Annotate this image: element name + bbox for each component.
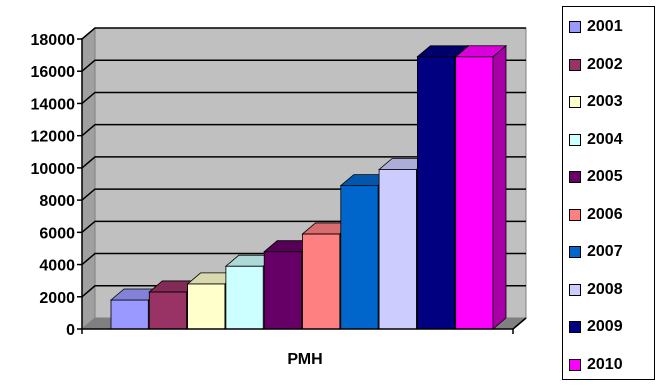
gridline (81, 59, 526, 72)
y-tick-label: 18000 (31, 32, 76, 49)
y-tick-label: 14000 (31, 96, 76, 113)
y-tick-label: 10000 (31, 161, 76, 178)
legend-swatch (569, 58, 581, 71)
legend-label: 2004 (587, 130, 623, 148)
axes (81, 38, 527, 334)
bar-top (416, 45, 469, 58)
legend-swatch (569, 171, 581, 183)
bar-front (225, 265, 264, 330)
gridline (81, 27, 526, 40)
legend-swatch (569, 321, 581, 333)
legend-item-2001: 2001 (569, 17, 623, 37)
bar-front (455, 56, 494, 330)
bar-side (492, 44, 507, 330)
side-wall (81, 26, 96, 331)
bar-front (378, 169, 417, 330)
y-tick-label: 8000 (39, 193, 75, 210)
y-tick-labels: 0 2000 4000 6000 8000 10000 12000 14000 16000 180… (31, 32, 82, 339)
legend-item-2005: 2005 (569, 167, 623, 187)
bar-front (148, 291, 188, 330)
legend-swatch (569, 21, 581, 33)
bar-front (110, 299, 149, 330)
y-tick-label: 4000 (39, 258, 75, 275)
legend-item-2007: 2007 (569, 242, 623, 262)
legend-label: 2006 (587, 205, 623, 223)
legend-label: 2008 (587, 280, 623, 298)
bar-front (416, 56, 456, 330)
x-axis-label: РМН (287, 351, 322, 368)
bar-top (454, 45, 508, 58)
legend: 2001 2002 2003 2004 2005 2006 2007 2008 2009 2010 (562, 6, 655, 380)
y-tick-label: 6000 (39, 225, 75, 242)
legend-swatch (569, 246, 581, 258)
legend-swatch (569, 283, 581, 296)
gridline (81, 156, 526, 169)
legend-swatch (569, 208, 581, 221)
legend-item-2006: 2006 (569, 205, 623, 225)
legend-label: 2009 (587, 318, 623, 335)
bar-2010 (454, 44, 508, 330)
legend-swatch (569, 133, 581, 146)
bar-front (302, 233, 341, 330)
y-tick-label: 12000 (31, 129, 76, 146)
legend-swatch (569, 358, 581, 371)
legend-item-2002: 2002 (569, 55, 623, 75)
legend-item-2010: 2010 (569, 355, 623, 375)
y-tick-label: 0 (66, 322, 75, 339)
bar-front (263, 251, 302, 330)
legend-label: 2002 (587, 55, 623, 73)
x-axis-depth (512, 317, 527, 330)
legend-item-2009: 2009 (569, 317, 623, 337)
legend-item-2004: 2004 (569, 130, 623, 150)
y-tick-label: 2000 (39, 290, 75, 307)
legend-swatch (569, 96, 581, 108)
legend-label: 2010 (587, 355, 623, 373)
y-tick-label: 16000 (31, 64, 76, 81)
bar-front (187, 283, 226, 330)
legend-label: 2001 (587, 18, 623, 35)
gridline (81, 123, 526, 137)
bars (109, 44, 508, 330)
legend-label: 2005 (587, 168, 623, 185)
legend-item-2008: 2008 (569, 280, 623, 300)
legend-item-2003: 2003 (569, 92, 623, 112)
bar-front (340, 185, 379, 330)
legend-label: 2003 (587, 93, 623, 110)
gridline (81, 91, 526, 105)
legend-label: 2007 (587, 243, 623, 260)
